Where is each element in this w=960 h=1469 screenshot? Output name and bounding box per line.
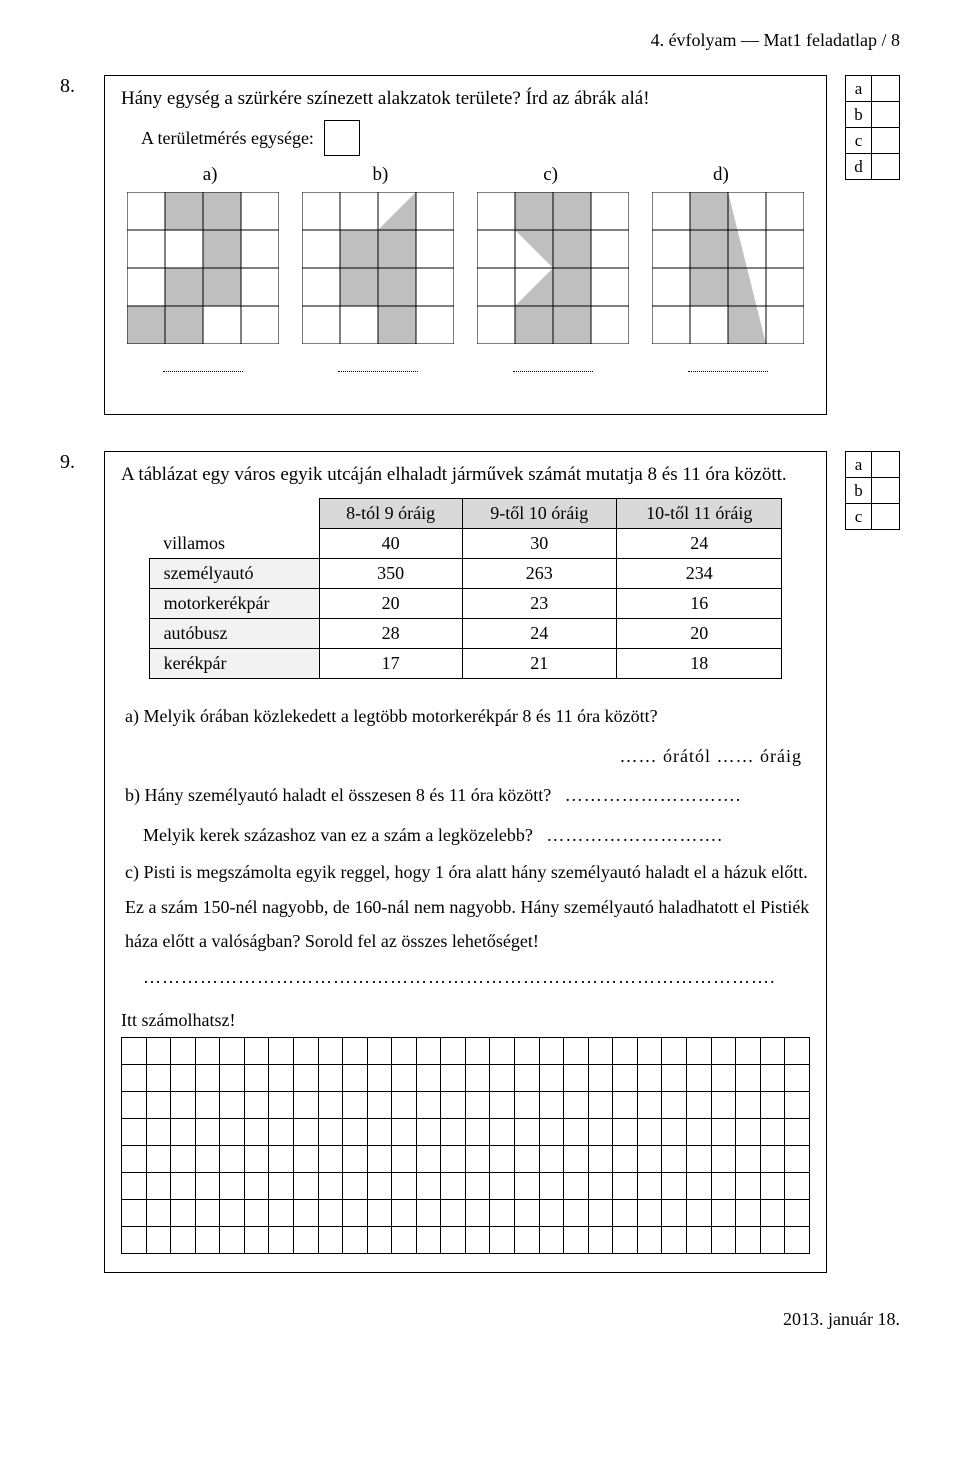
part-b-label: b) [295, 164, 465, 186]
score-cell: a [846, 452, 872, 478]
task-9: 9. A táblázat egy város egyik utcáján el… [60, 451, 900, 1273]
col-header: 8-tól 9 óráig [319, 499, 462, 529]
task9-intro: A táblázat egy város egyik utcáján elhal… [121, 464, 810, 486]
table-cell: 21 [462, 649, 617, 679]
table-row: autóbusz282420 [149, 619, 782, 649]
table-row: motorkerékpár202316 [149, 589, 782, 619]
task8-question: Hány egység a szürkére színezett alakzat… [121, 88, 810, 110]
row-label: villamos [149, 529, 319, 559]
table-cell: 20 [319, 589, 462, 619]
score-cell: b [846, 102, 872, 128]
shape-b [296, 192, 461, 372]
table-cell: 234 [617, 559, 782, 589]
page-header: 4. évfolyam — Mat1 feladatlap / 8 [60, 30, 900, 51]
part-d-label: d) [636, 164, 806, 186]
col-header: 9-től 10 óráig [462, 499, 617, 529]
task8-shapes-row [121, 192, 810, 372]
task8-body: Hány egység a szürkére színezett alakzat… [104, 75, 827, 415]
task8-score-box: a b c d [845, 75, 900, 180]
page-footer: 2013. január 18. [60, 1309, 900, 1330]
answer-line[interactable] [338, 354, 418, 372]
unit-square-icon [324, 120, 360, 156]
task8-part-labels: a) b) c) d) [121, 164, 810, 186]
col-header: 10-től 11 óráig [617, 499, 782, 529]
q9a-fill[interactable]: …… órától …… óráig [620, 746, 802, 766]
table-cell: 40 [319, 529, 462, 559]
score-cell: a [846, 76, 872, 102]
table-row: személyautó350263234 [149, 559, 782, 589]
q9c-fill[interactable]: ………………………………………………………………………………………. [143, 967, 776, 987]
table-cell: 263 [462, 559, 617, 589]
task8-number: 8. [60, 75, 86, 98]
answer-line[interactable] [513, 354, 593, 372]
score-cell: b [846, 478, 872, 504]
score-input[interactable] [872, 478, 900, 504]
table-cell: 20 [617, 619, 782, 649]
table-cell: 24 [617, 529, 782, 559]
table-row: villamos403024 [149, 529, 782, 559]
table-cell: 23 [462, 589, 617, 619]
q9b1-fill[interactable]: ………………………. [565, 785, 742, 805]
table-cell: 16 [617, 589, 782, 619]
score-input[interactable] [872, 128, 900, 154]
table-cell: 24 [462, 619, 617, 649]
table-row: kerékpár172118 [149, 649, 782, 679]
table-cell: 28 [319, 619, 462, 649]
table-cell: 350 [319, 559, 462, 589]
score-input[interactable] [872, 504, 900, 530]
answer-line[interactable] [688, 354, 768, 372]
score-cell: c [846, 128, 872, 154]
task8-unit-label: A területmérés egysége: [141, 128, 314, 149]
calc-label: Itt számolhatsz! [121, 1010, 810, 1031]
q9b2: Melyik kerek százashoz van ez a szám a l… [143, 825, 533, 845]
score-input[interactable] [872, 102, 900, 128]
shape-d [645, 192, 810, 372]
table-cell: 18 [617, 649, 782, 679]
q9b2-fill[interactable]: ………………………. [546, 825, 723, 845]
row-label: autóbusz [149, 619, 319, 649]
row-label: személyautó [149, 559, 319, 589]
task9-number: 9. [60, 451, 86, 474]
score-input[interactable] [872, 452, 900, 478]
score-input[interactable] [872, 154, 900, 180]
vehicle-table: 8-tól 9 óráig 9-től 10 óráig 10-től 11 ó… [149, 498, 783, 679]
q9a: a) Melyik órában közlekedett a legtöbb m… [125, 697, 810, 737]
score-input[interactable] [872, 76, 900, 102]
part-c-label: c) [466, 164, 636, 186]
table-cell: 17 [319, 649, 462, 679]
answer-line[interactable] [163, 354, 243, 372]
score-cell: c [846, 504, 872, 530]
row-label: motorkerékpár [149, 589, 319, 619]
task9-body: A táblázat egy város egyik utcáján elhal… [104, 451, 827, 1273]
task-8: 8. Hány egység a szürkére színezett alak… [60, 75, 900, 415]
part-a-label: a) [125, 164, 295, 186]
calc-grid[interactable] [121, 1037, 810, 1254]
task9-subquestions: a) Melyik órában közlekedett a legtöbb m… [121, 697, 810, 998]
score-cell: d [846, 154, 872, 180]
table-cell: 30 [462, 529, 617, 559]
row-label: kerékpár [149, 649, 319, 679]
shape-a [121, 192, 286, 372]
task9-score-box: a b c [845, 451, 900, 530]
shape-c [471, 192, 636, 372]
q9c: c) Pisti is megszámolta egyik reggel, ho… [125, 855, 810, 958]
q9b1: b) Hány személyautó haladt el összesen 8… [125, 785, 551, 805]
